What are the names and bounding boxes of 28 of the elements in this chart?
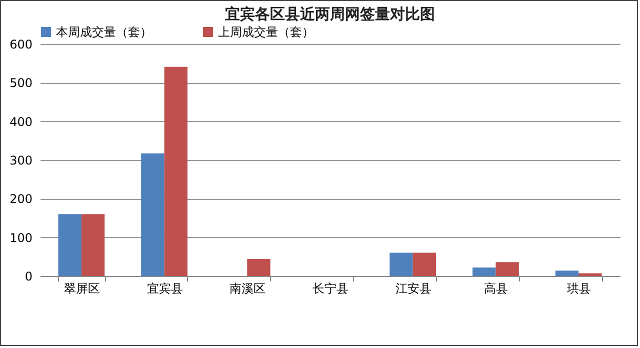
bar [164, 66, 188, 276]
x-tick-label: 高县 [484, 282, 508, 296]
x-tick-label: 宜宾县 [146, 282, 183, 296]
x-tick-label: 长宁县 [312, 282, 348, 296]
x-tick-label: 翠屏区 [64, 282, 100, 296]
y-tick-label: 300 [10, 154, 32, 168]
bar [412, 252, 436, 276]
bar [555, 270, 579, 276]
x-tick-label: 南溪区 [230, 282, 266, 296]
y-tick-label: 0 [24, 270, 32, 284]
legend-label: 上周成交量（套） [218, 25, 314, 39]
y-tick-label: 600 [10, 38, 32, 52]
bar [496, 262, 519, 276]
bar [81, 214, 105, 276]
x-tick-label: 珙县 [567, 282, 592, 296]
x-tick-label: 江安县 [395, 282, 432, 296]
bar [390, 252, 413, 276]
bar [247, 258, 270, 276]
chart-title: 宜宾各区县近两周网签量对比图 [225, 5, 435, 23]
bar [472, 267, 496, 276]
legend-label: 本周成交量（套） [56, 25, 152, 39]
y-tick-label: 200 [10, 192, 32, 206]
y-tick-label: 400 [10, 114, 32, 129]
y-tick-label: 500 [10, 76, 32, 90]
bar [141, 153, 164, 276]
bar [58, 214, 82, 276]
bar [578, 273, 602, 276]
y-tick-label: 100 [10, 230, 32, 245]
